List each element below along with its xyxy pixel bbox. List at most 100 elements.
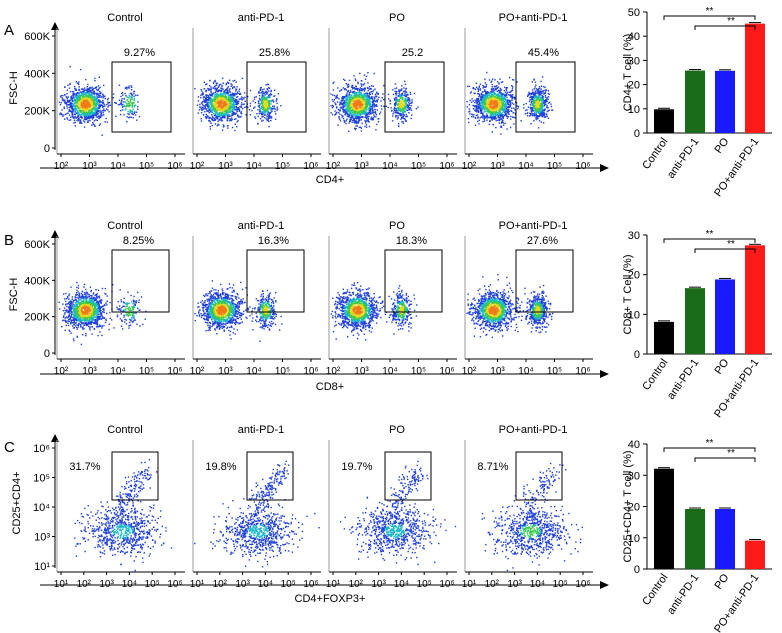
- significance-label: **: [727, 239, 735, 250]
- gate-box: [384, 451, 432, 501]
- flow-plot-anti-pd-1: anti-PD-1 16.3% 10² 10³ 10⁴ 10⁵ 10⁶: [190, 220, 321, 377]
- gate-percentage: 25.2: [402, 47, 423, 59]
- group-title: Control: [107, 12, 142, 24]
- bar-y-tick-label: 10: [628, 104, 640, 116]
- gate-box: [111, 451, 159, 501]
- bar-po-anti-pd-1: [745, 23, 765, 134]
- x-tick-label: 10⁴: [530, 579, 545, 590]
- gate-box: [246, 61, 307, 133]
- significance-bracket: [663, 15, 756, 20]
- flow-plot-control: Control 9.27% 10² 10³ 10⁴ 10⁵ 10⁶: [54, 12, 185, 172]
- significance-bracket: [694, 457, 756, 462]
- bar-y-tick-label: 40: [628, 31, 640, 43]
- event-dots: [194, 280, 283, 342]
- x-tick-label: 10⁶: [167, 366, 182, 377]
- category-label: PO: [713, 356, 732, 376]
- x-tick-label: 10³: [82, 161, 97, 172]
- x-tick-label: 10³: [218, 366, 233, 377]
- y-axis-label: FSC-H: [8, 71, 20, 105]
- bar-y-tick-label: 30: [628, 55, 640, 67]
- event-dots: [466, 273, 554, 339]
- event-dots: [74, 458, 173, 572]
- x-tick-label: 10⁴: [122, 579, 137, 590]
- gate-percentage: 9.27%: [124, 47, 155, 59]
- x-tick-label: 10⁵: [139, 161, 154, 172]
- bar-anti-pd-1: [685, 288, 705, 354]
- x-tick-label: 10⁶: [303, 366, 318, 377]
- significance-label: **: [706, 438, 714, 449]
- flow-plot-po: PO 19.7% 10¹ 10² 10³ 10⁴ 10⁵ 10⁶: [326, 424, 457, 590]
- event-dots: [330, 72, 419, 132]
- x-tick-label: 10⁴: [246, 366, 261, 377]
- flow-row-a: A FSC-H 0 200K 400K 600K CD4+ Control 9.27% 10² 10…: [4, 12, 609, 186]
- category-label: anti-PD-1: [665, 136, 701, 181]
- y-tick-label: 10³: [34, 532, 50, 544]
- y-tick-label: 0: [44, 143, 50, 155]
- x-tick-label: 10⁴: [518, 161, 533, 172]
- event-dots: [194, 77, 282, 132]
- flow-plot-po: PO 25.2 10² 10³ 10⁴ 10⁵ 10⁶: [326, 12, 457, 172]
- bar-y-tick-label: 20: [628, 270, 640, 282]
- bar-y-tick-label: 30: [628, 230, 640, 242]
- significance-bracket: [663, 447, 756, 452]
- gate-percentage: 8.71%: [477, 461, 508, 473]
- group-title: PO: [389, 12, 405, 24]
- gate-box: [515, 249, 574, 313]
- x-axis-label: CD8+: [316, 381, 344, 393]
- x-axis-arrow: [600, 370, 609, 378]
- gate-box: [111, 249, 170, 313]
- y-tick-label: 10⁶: [33, 443, 50, 455]
- group-title: PO: [389, 424, 405, 436]
- y-tick-label: 200K: [24, 312, 50, 324]
- gate-box: [515, 61, 576, 133]
- x-tick-label: 10⁴: [110, 366, 125, 377]
- y-axis-arrow: [51, 230, 59, 238]
- gate-box: [246, 249, 305, 313]
- category-label: Control: [640, 357, 670, 393]
- x-tick-label: 10²: [326, 161, 341, 172]
- bar-y-tick-label: 40: [628, 439, 640, 451]
- bar-y-axis-label: CD4+ T cell (%): [622, 34, 634, 112]
- event-dots: [194, 460, 320, 568]
- group-title: PO+anti-PD-1: [499, 424, 568, 436]
- x-tick-label: 10²: [349, 579, 364, 590]
- x-tick-label: 10⁶: [575, 161, 590, 172]
- flow-plot-po: PO 18.3% 10² 10³ 10⁴ 10⁵ 10⁶: [326, 220, 457, 377]
- y-tick-label: 10¹: [34, 561, 50, 573]
- y-tick-label: 200K: [24, 106, 50, 118]
- y-tick-label: 600K: [24, 31, 50, 43]
- event-dots: [339, 460, 457, 566]
- flow-row-c: C CD25+CD4+ 10¹ 10³ 10⁴ 10⁵ 10⁶ CD4+FOXP3+ Contr…: [4, 424, 609, 605]
- significance-label: **: [727, 16, 735, 27]
- event-dots: [330, 281, 418, 341]
- flow-plot-po-anti-pd-1: PO+anti-PD-1 27.6% 10² 10³ 10⁴ 10⁵ 10⁶: [462, 220, 593, 377]
- bar-control: [654, 109, 674, 133]
- panel-letter: B: [4, 232, 14, 249]
- y-axis-label: CD25+CD4+: [11, 472, 23, 535]
- gate-percentage: 19.7%: [341, 461, 372, 473]
- x-tick-label: 10³: [490, 366, 505, 377]
- gate-percentage: 16.3%: [258, 235, 289, 247]
- x-tick-label: 10¹: [326, 579, 341, 590]
- bar-control: [654, 321, 674, 354]
- bar-y-axis-label: CD25+CD4+ T cell (%): [622, 450, 634, 562]
- x-tick-label: 10¹: [462, 579, 477, 590]
- x-tick-label: 10²: [190, 366, 205, 377]
- x-tick-label: 10³: [354, 161, 369, 172]
- category-label: anti-PD-1: [665, 357, 701, 402]
- x-tick-label: 10⁴: [382, 366, 397, 377]
- bar-anti-pd-1: [685, 509, 705, 569]
- gate-percentage: 27.6%: [527, 235, 558, 247]
- gate-percentage: 31.7%: [69, 461, 100, 473]
- bar-y-tick-label: 20: [628, 502, 640, 514]
- bar-y-tick-label: 10: [628, 533, 640, 545]
- group-title: anti-PD-1: [238, 424, 284, 436]
- x-tick-label: 10⁵: [411, 366, 426, 377]
- group-title: Control: [107, 424, 142, 436]
- x-tick-label: 10³: [354, 366, 369, 377]
- group-title: PO+anti-PD-1: [499, 12, 568, 24]
- gate-percentage: 18.3%: [396, 235, 427, 247]
- x-tick-label: 10¹: [190, 579, 205, 590]
